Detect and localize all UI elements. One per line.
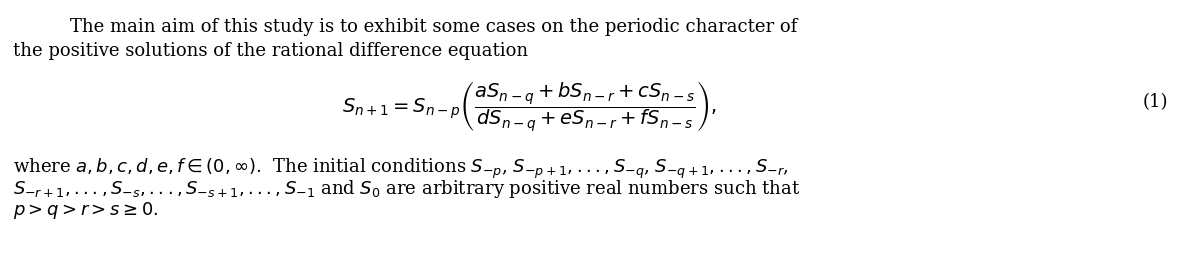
Text: (1): (1) (1142, 93, 1168, 111)
Text: $S_{n+1} = S_{n-p}\left(\dfrac{aS_{n-q} + bS_{n-r} + cS_{n-s}}{dS_{n-q} + eS_{n-: $S_{n+1} = S_{n-p}\left(\dfrac{aS_{n-q} … (342, 80, 718, 134)
Text: $S_{-r+1},...,S_{-s},...,S_{-s+1},...,S_{-1}$ and $S_0$ are arbitrary positive r: $S_{-r+1},...,S_{-s},...,S_{-s+1},...,S_… (13, 178, 800, 200)
Text: where $a, b, c, d, e, f \in (0, \infty)$.  The initial conditions $S_{-p}$, $S_{: where $a, b, c, d, e, f \in (0, \infty)$… (13, 157, 788, 181)
Text: $p > q > r > s \geq 0.$: $p > q > r > s \geq 0.$ (13, 200, 158, 221)
Text: The main aim of this study is to exhibit some cases on the periodic character of: The main aim of this study is to exhibit… (70, 18, 797, 36)
Text: the positive solutions of the rational difference equation: the positive solutions of the rational d… (13, 42, 528, 60)
